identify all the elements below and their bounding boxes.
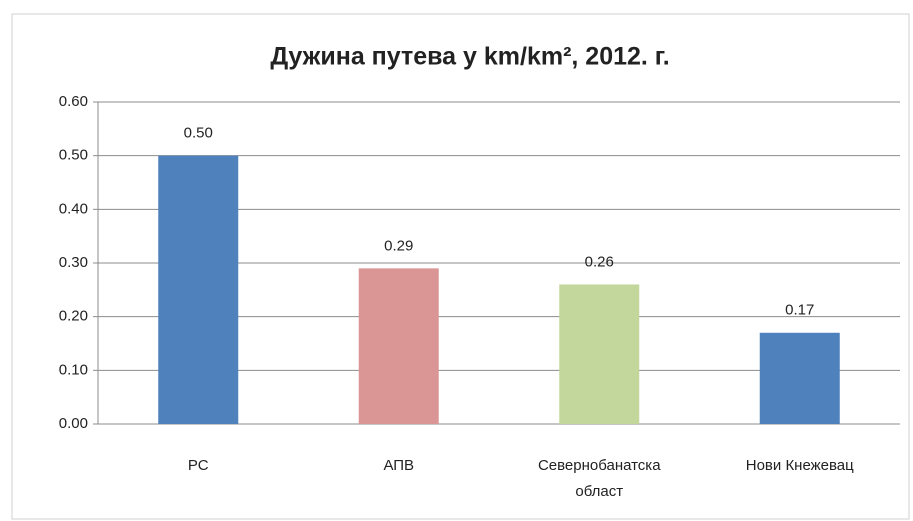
- y-tick-label: 0.10: [59, 361, 88, 378]
- y-tick-label: 0.20: [59, 308, 88, 325]
- y-tick-label: 0.50: [59, 147, 88, 164]
- data-label: 0.29: [384, 237, 413, 254]
- bar: [559, 284, 640, 424]
- y-tick-label: 0.60: [59, 93, 88, 110]
- data-label: 0.17: [785, 302, 814, 319]
- bar: [158, 155, 239, 424]
- chart-frame: [11, 13, 910, 520]
- x-tick-label: АПВ: [383, 457, 414, 474]
- data-label: 0.26: [585, 253, 614, 270]
- data-label: 0.50: [184, 125, 213, 142]
- x-tick-label: Нови Кнежевац: [746, 457, 854, 474]
- bar: [358, 268, 439, 424]
- bar: [759, 332, 840, 424]
- x-tick-label: РС: [188, 457, 209, 474]
- chart-title: Дужина путева у km/km², 2012. г.: [270, 43, 669, 71]
- x-tick-label: Севернобанатска област: [538, 457, 661, 500]
- y-tick-label: 0.30: [59, 254, 88, 271]
- y-tick-label: 0.40: [59, 200, 88, 217]
- y-tick-label: 0.00: [59, 415, 88, 432]
